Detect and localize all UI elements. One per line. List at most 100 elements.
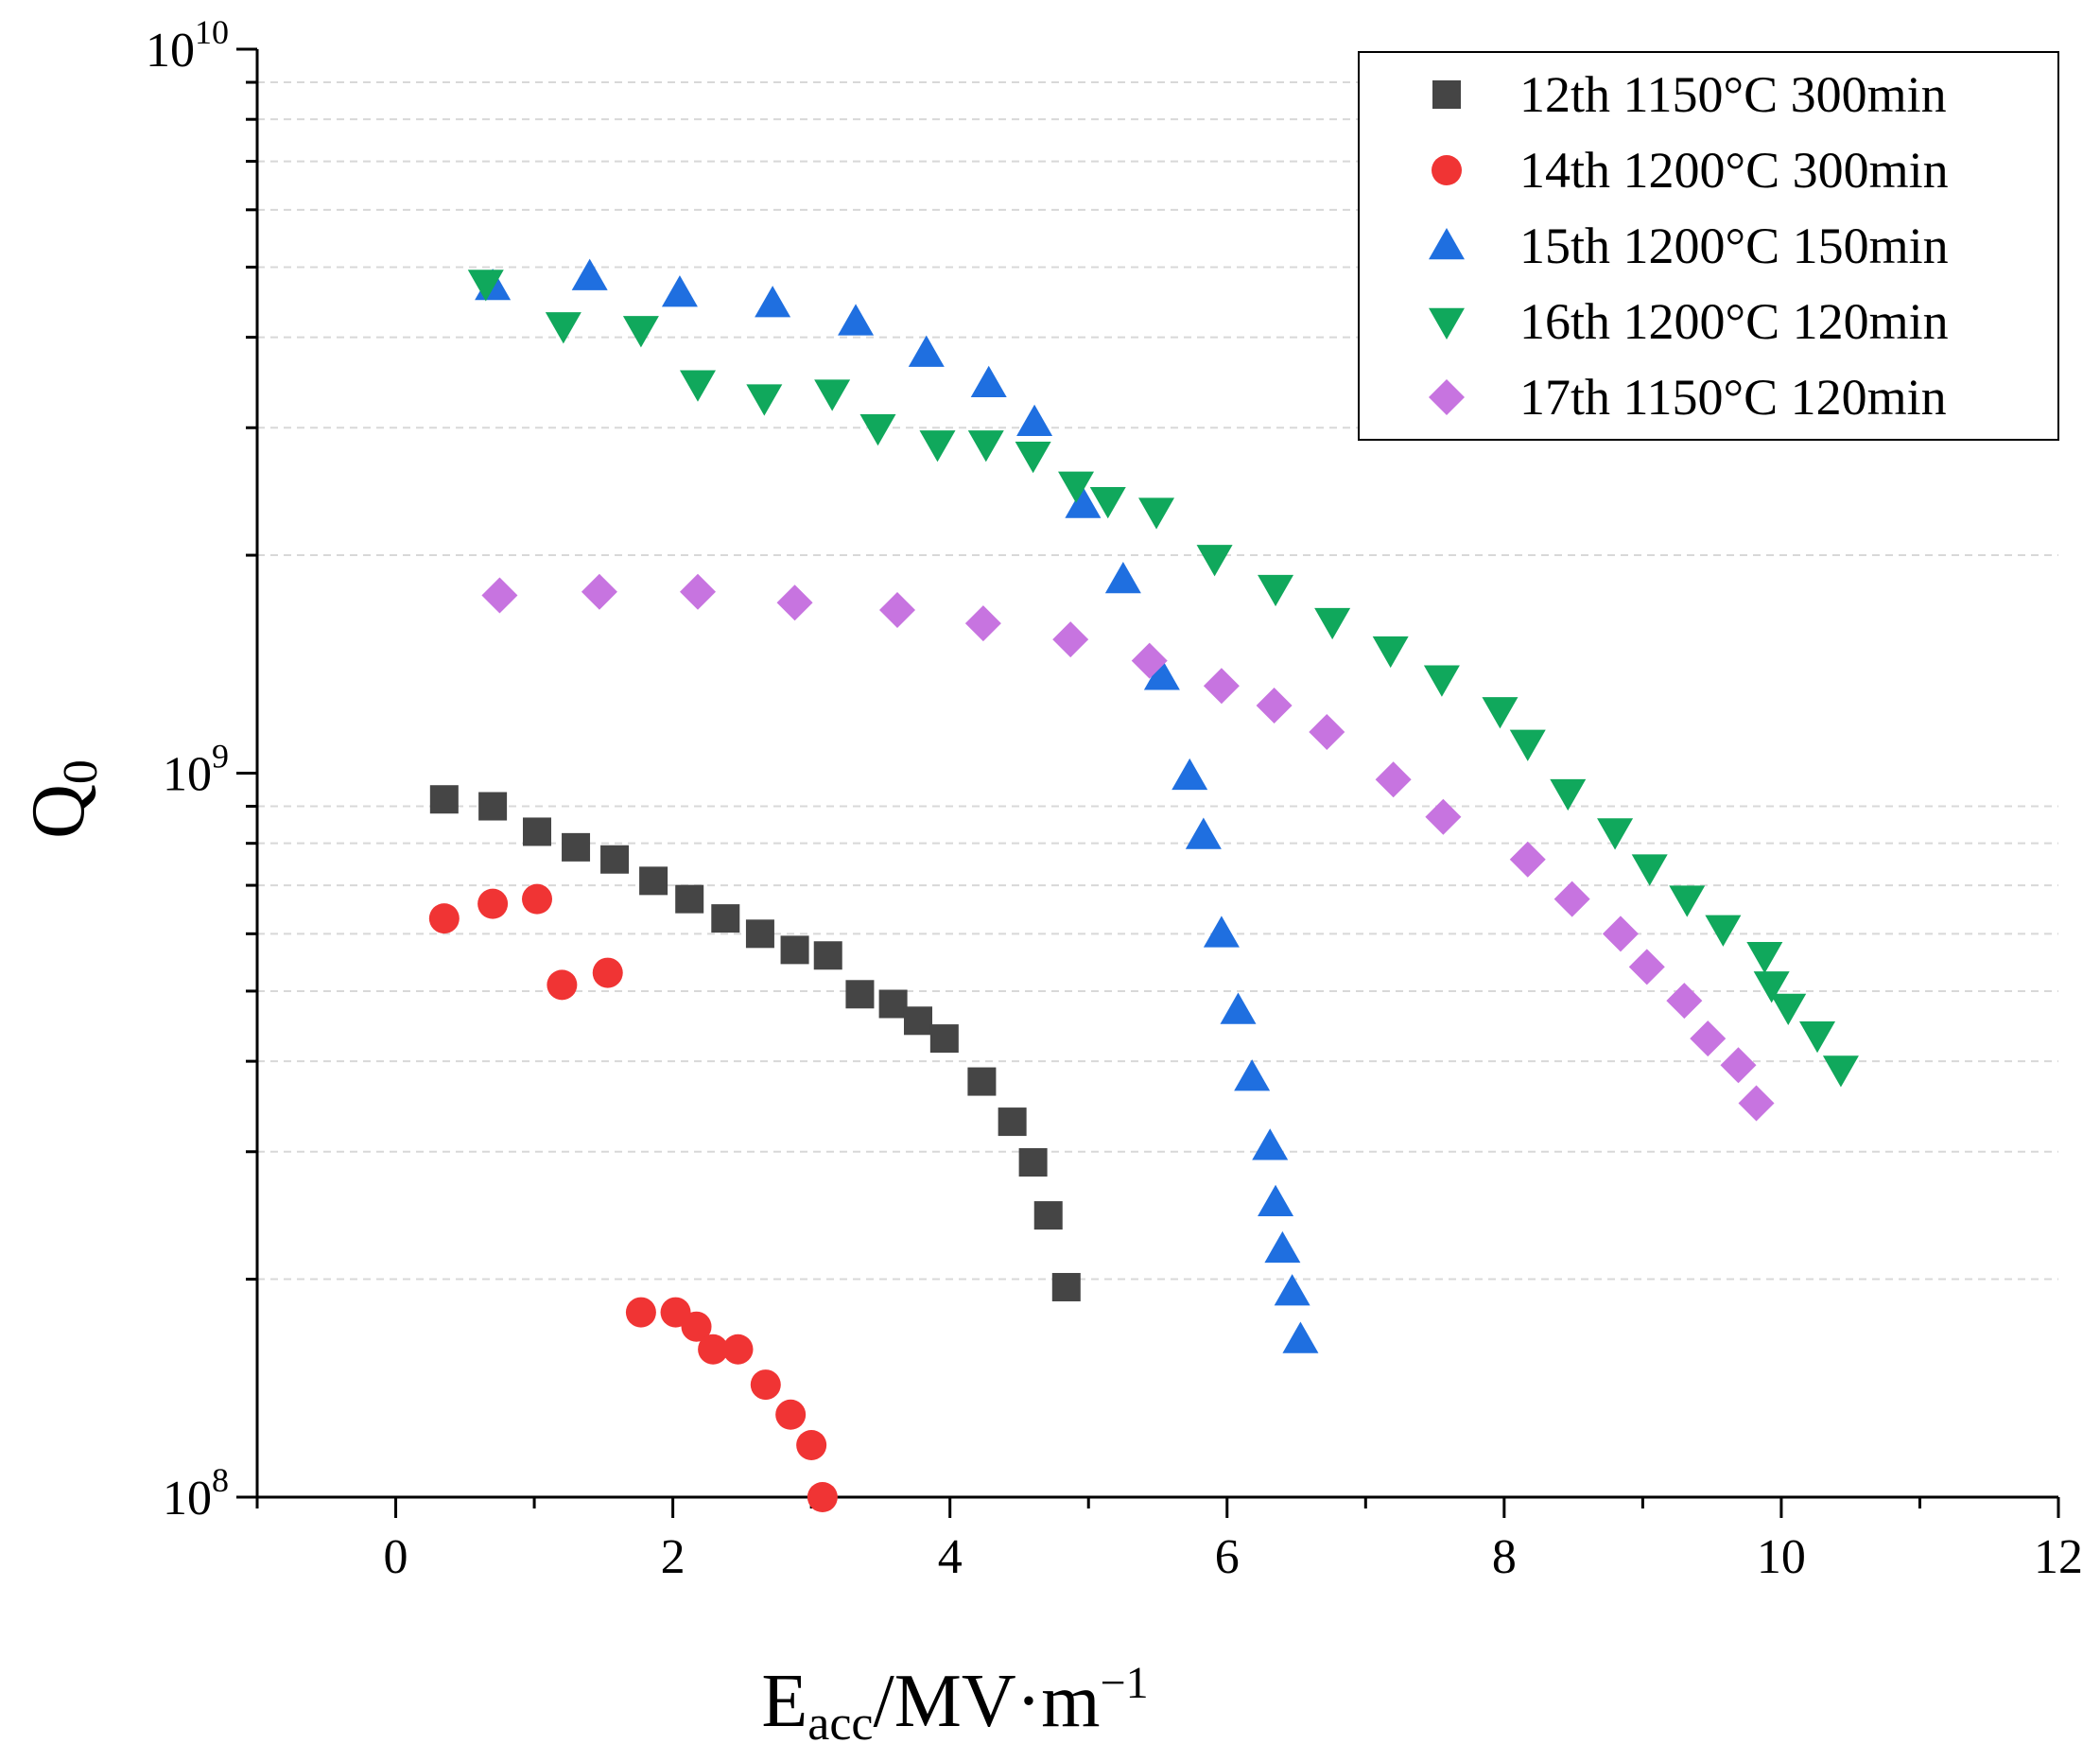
data-point [545,312,581,344]
data-point [1669,885,1706,917]
data-point [477,888,509,919]
data-point [750,1369,781,1401]
data-point [1509,841,1546,878]
y-tick-label: 1010 [146,13,229,78]
data-point [1089,486,1126,519]
data-point [1051,1272,1081,1301]
data-point [1309,713,1345,750]
data-point [675,884,704,914]
data-point [639,866,668,896]
legend-label: 14th 1200°C 300min [1519,142,1949,199]
data-point [796,1429,827,1460]
data-point [859,414,896,446]
data-point [711,904,740,933]
data-point [1065,486,1102,518]
data-point [1252,1128,1289,1160]
data-point [1234,1059,1271,1091]
data-series [428,258,1859,1512]
data-point [919,430,956,462]
series-4 [467,270,1859,1088]
data-point [625,1297,656,1328]
data-point [1738,1085,1775,1122]
legend: 12th 1150°C 300min 14th 1200°C 300min 15th… [1358,51,2059,441]
legend-label: 15th 1200°C 150min [1519,218,1949,274]
data-point [1018,1148,1048,1177]
data-point [1666,983,1703,1020]
x-tick-label: 0 [384,1530,408,1584]
data-point [813,941,842,970]
data-point [845,980,875,1009]
data-point [1553,880,1590,917]
data-point [592,957,623,988]
data-point [1016,404,1053,437]
data-point [879,592,916,629]
x-tick-label: 10 [1757,1530,1806,1584]
data-point [1822,1055,1859,1088]
data-point [745,919,774,949]
data-point [1509,729,1546,761]
y-tick-label: 109 [163,738,229,802]
series-3 [475,258,1319,1353]
legend-marker [1432,80,1461,109]
data-point [1258,1184,1294,1217]
data-point [1425,798,1462,835]
data-point [600,845,630,874]
data-point [698,1334,729,1365]
data-point [1690,1020,1727,1057]
data-point [1185,817,1222,849]
data-point [1138,497,1175,530]
data-point [523,817,552,846]
data-point [681,1311,712,1342]
data-point [967,430,1004,462]
data-point [775,1399,807,1430]
data-point [838,304,875,336]
data-point [814,379,851,411]
data-point [571,258,608,290]
data-point [1770,993,1807,1025]
data-point [1220,992,1257,1024]
data-point [661,275,698,307]
data-point [1104,561,1141,594]
data-point [1720,1047,1757,1084]
x-tick-label: 2 [661,1530,686,1584]
data-point [1602,915,1639,952]
x-ticks: 0 2 4 6 8 10 12 [255,1497,2083,1584]
data-point [722,1334,754,1365]
y-tick-label: 108 [163,1461,229,1526]
data-point [878,989,908,1019]
data-point [746,384,783,416]
data-point [622,316,659,348]
data-point [581,573,617,610]
data-point [679,573,716,610]
data-point [547,969,578,1001]
legend-label: 16th 1200°C 120min [1519,293,1949,350]
data-point [562,832,591,862]
data-point [970,365,1007,398]
x-tick-label: 6 [1215,1530,1240,1584]
legend-marker [1429,379,1465,415]
legend-box [1358,51,2059,441]
data-point [1282,1321,1319,1353]
data-point [429,785,459,814]
data-point [1597,818,1634,850]
data-point [1058,471,1095,503]
data-point [1705,915,1742,947]
data-point [1372,636,1409,669]
legend-label: 12th 1150°C 300min [1519,66,1947,123]
data-point [780,935,809,965]
x-tick-label: 4 [938,1530,963,1584]
data-point [1753,971,1790,1003]
data-point [1256,687,1293,724]
y-ticks: 108 109 1010 [146,13,257,1526]
data-point [908,335,945,367]
data-point [428,903,460,934]
x-tick-label: 12 [2034,1530,2083,1584]
data-point [1203,668,1240,705]
data-point [964,605,1001,642]
data-point [1171,758,1208,791]
data-point [1375,761,1412,798]
y-axis-label: Q0 [17,759,108,839]
data-point [755,286,791,318]
data-point [478,792,508,821]
